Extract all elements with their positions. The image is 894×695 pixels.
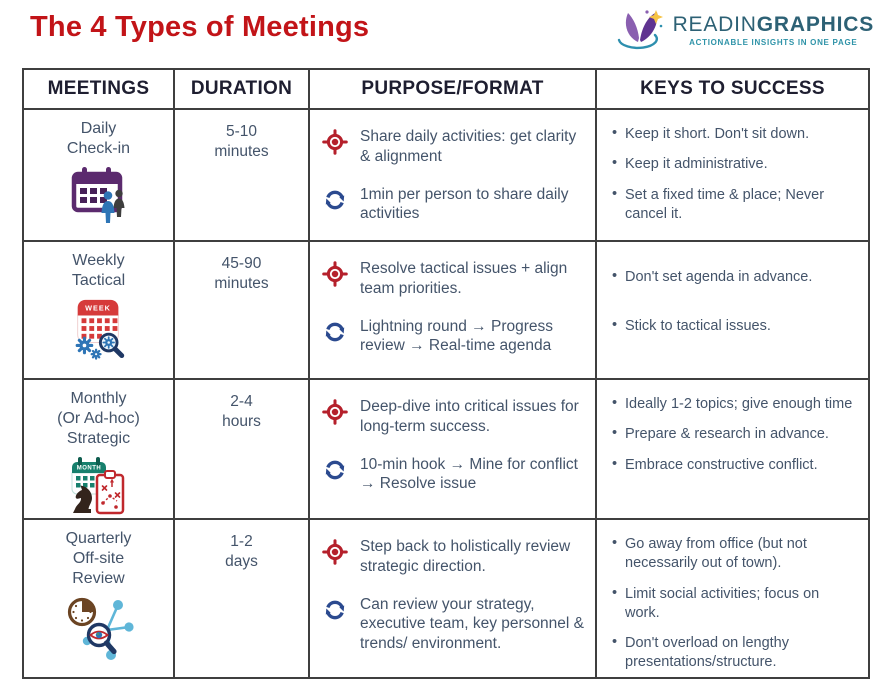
duration-cell: 45-90 minutes: [175, 242, 310, 380]
weekly-tactical-calendar-gears-icon: WEEK: [75, 299, 124, 360]
key-item: Go away from office (but not necessarily…: [612, 534, 854, 574]
quarterly-review-clock-network-magnifier-icon: [67, 598, 134, 661]
brand-name-regular: READIN: [672, 12, 757, 36]
purpose-text: Resolve tactical issues + align team pri…: [360, 260, 568, 297]
page-title: The 4 Types of Meetings: [30, 11, 370, 43]
quarter-clock: [67, 598, 96, 627]
brand-name-bold: GRAPHICS: [756, 12, 874, 36]
purpose-text: Share daily activities: get clarity & al…: [360, 128, 577, 165]
target-icon: [322, 539, 348, 565]
meeting-name: Quarterly Off-site Review: [65, 530, 132, 587]
duration-cell: 1-2 days: [175, 520, 310, 677]
key-item: Ideally 1-2 topics; give enough time: [612, 394, 854, 414]
magnifier-eye: [86, 623, 117, 655]
gear-large: [75, 336, 93, 354]
key-item: Prepare & research in advance.: [612, 424, 854, 444]
target-icon: [322, 399, 348, 425]
purpose-format-cell: Step back to holistically review strateg…: [310, 520, 597, 677]
purpose-format-cell: Share daily activities: get clarity & al…: [310, 110, 597, 242]
format-item: Can review your strategy, executive team…: [322, 595, 589, 654]
cycle-icon: [322, 319, 348, 345]
keys-list: Go away from office (but not necessarily…: [612, 534, 860, 673]
format-item: Lightning round → Progress review → Real…: [322, 317, 589, 357]
cycle-icon: [322, 597, 348, 623]
key-item: Limit social activities; focus on work.: [612, 584, 854, 624]
meeting-cell-monthly: Monthly (Or Ad-hoc) Strategic MONTH: [24, 380, 175, 520]
person-gray: [113, 189, 124, 217]
keys-list: Don't set agenda in advance. Stick to ta…: [612, 267, 860, 337]
duration-cell: 5-10 minutes: [175, 110, 310, 242]
purpose-item: Step back to holistically review strateg…: [322, 537, 589, 577]
brand-tagline: ACTIONABLE INSIGHTS IN ONE PAGE: [689, 38, 858, 48]
purpose-text: Deep-dive into critical issues for long-…: [360, 398, 579, 435]
purpose-item: Share daily activities: get clarity & al…: [322, 127, 589, 167]
key-item: Keep it administrative.: [612, 154, 854, 174]
key-item: Don't set agenda in advance.: [612, 267, 854, 287]
key-item: Don't overload on lengthy presentations/…: [612, 633, 854, 673]
meeting-name: Monthly (Or Ad-hoc) Strategic: [57, 390, 140, 447]
format-text: Lightning round → Progress review → Real…: [360, 317, 554, 355]
magnifier-gear: [98, 332, 124, 358]
format-text: 10-min hook → Mine for conflict → Resolv…: [360, 455, 578, 493]
calendar-week-label: WEEK: [85, 303, 111, 312]
key-item: Set a fixed time & place; Never cancel i…: [612, 185, 854, 225]
cycle-icon: [322, 187, 348, 213]
target-icon: [322, 129, 348, 155]
key-item: Embrace constructive conflict.: [612, 455, 854, 475]
keys-list: Ideally 1-2 topics; give enough time Pre…: [612, 394, 860, 475]
meeting-cell-quarterly: Quarterly Off-site Review: [24, 520, 175, 677]
calendar-month-label: MONTH: [76, 466, 101, 472]
meetings-table: MEETINGS DURATION PURPOSE/FORMAT KEYS TO…: [22, 68, 870, 679]
meeting-name: Daily Check-in: [66, 120, 131, 157]
purpose-item: Resolve tactical issues + align team pri…: [322, 259, 589, 299]
daily-checkin-calendar-people-icon: [71, 166, 124, 223]
meeting-cell-daily: Daily Check-in: [24, 110, 175, 242]
purpose-format-cell: Deep-dive into critical issues for long-…: [310, 380, 597, 520]
column-header-meetings: MEETINGS: [24, 70, 175, 110]
purpose-format-cell: Resolve tactical issues + align team pri…: [310, 242, 597, 380]
keys-cell: Keep it short. Don't sit down. Keep it a…: [597, 110, 868, 242]
gear-small: [90, 348, 102, 360]
duration-cell: 2-4 hours: [175, 380, 310, 520]
purpose-text: Step back to holistically review strateg…: [360, 538, 571, 575]
keys-cell: Go away from office (but not necessarily…: [597, 520, 868, 677]
column-header-duration: DURATION: [175, 70, 310, 110]
format-text: Can review your strategy, executive team…: [360, 595, 585, 653]
strategy-clipboard: [95, 470, 124, 515]
brand-text: READINGRAPHICS ACTIONABLE INSIGHTS IN ON…: [673, 13, 874, 47]
person-blue: [101, 190, 114, 223]
key-item: Stick to tactical issues.: [612, 316, 854, 336]
meeting-cell-weekly: Weekly Tactical WEEK: [24, 242, 175, 380]
meeting-name: Weekly Tactical: [71, 252, 126, 289]
brand-name: READINGRAPHICS: [673, 13, 874, 36]
key-item: Keep it short. Don't sit down.: [612, 124, 854, 144]
purpose-item: Deep-dive into critical issues for long-…: [322, 397, 589, 437]
keys-cell: Ideally 1-2 topics; give enough time Pre…: [597, 380, 868, 520]
brand-logo: READINGRAPHICS ACTIONABLE INSIGHTS IN ON…: [614, 5, 874, 55]
column-header-purpose-format: PURPOSE/FORMAT: [310, 70, 597, 110]
format-item: 1min per person to share daily activitie…: [322, 185, 589, 225]
target-icon: [322, 261, 348, 287]
keys-cell: Don't set agenda in advance. Stick to ta…: [597, 242, 868, 380]
format-item: 10-min hook → Mine for conflict → Resolv…: [322, 455, 589, 495]
format-text: 1min per person to share daily activitie…: [360, 185, 569, 223]
chess-knight: [72, 485, 92, 514]
keys-list: Keep it short. Don't sit down. Keep it a…: [612, 124, 860, 225]
monthly-strategic-calendar-knight-clipboard-icon: MONTH: [71, 457, 124, 515]
column-header-keys-to-success: KEYS TO SUCCESS: [597, 70, 868, 110]
cycle-icon: [322, 457, 348, 483]
book-butterfly-logo-icon: [617, 10, 663, 50]
